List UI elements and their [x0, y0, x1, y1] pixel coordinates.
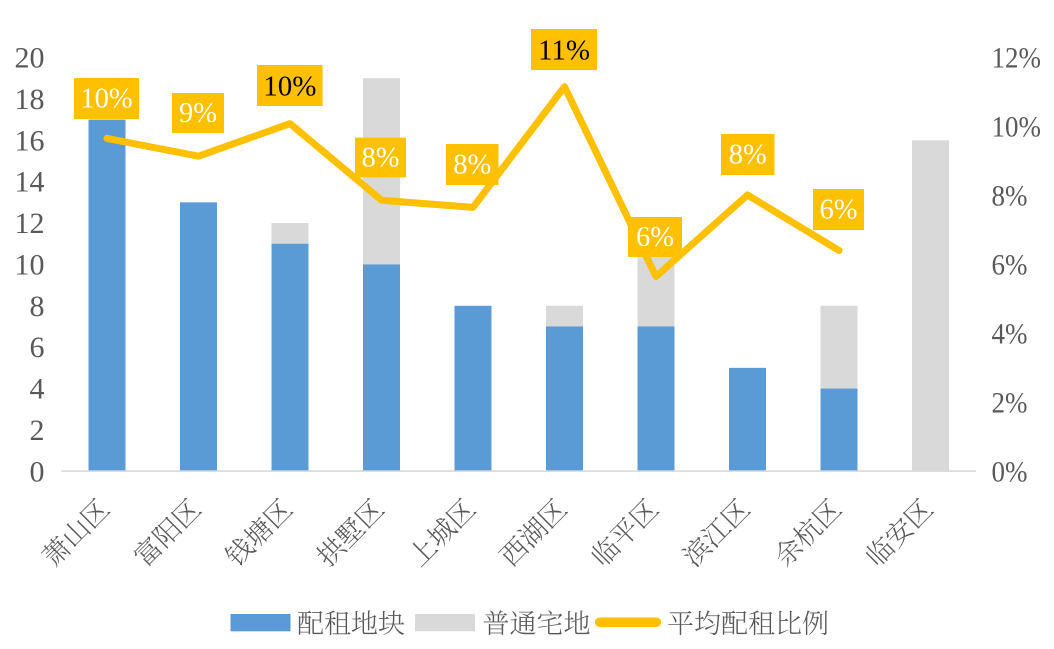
svg-text:0%: 0% — [992, 456, 1028, 489]
svg-text:14: 14 — [15, 166, 45, 199]
svg-text:6: 6 — [30, 331, 45, 364]
svg-text:6%: 6% — [992, 249, 1028, 282]
svg-text:2%: 2% — [992, 387, 1028, 420]
svg-text:20: 20 — [15, 42, 45, 75]
svg-text:12%: 12% — [992, 42, 1041, 75]
svg-text:10%: 10% — [263, 71, 316, 103]
svg-text:4%: 4% — [992, 318, 1028, 351]
svg-text:9%: 9% — [179, 98, 217, 129]
svg-text:6%: 6% — [636, 222, 674, 253]
svg-text:16: 16 — [15, 124, 45, 157]
svg-text:10%: 10% — [80, 83, 132, 114]
svg-text:12: 12 — [15, 207, 45, 240]
svg-text:8%: 8% — [453, 149, 491, 180]
svg-text:18: 18 — [15, 83, 45, 116]
svg-text:0: 0 — [30, 455, 45, 488]
svg-text:8%: 8% — [362, 142, 400, 173]
svg-text:11%: 11% — [538, 35, 590, 67]
svg-text:6%: 6% — [820, 194, 858, 225]
svg-text:2: 2 — [30, 414, 45, 447]
svg-text:8%: 8% — [992, 180, 1028, 213]
svg-text:8%: 8% — [729, 139, 767, 170]
svg-text:8: 8 — [30, 290, 45, 323]
svg-text:4: 4 — [30, 373, 45, 406]
svg-text:10%: 10% — [992, 111, 1041, 144]
svg-text:10: 10 — [15, 248, 45, 281]
